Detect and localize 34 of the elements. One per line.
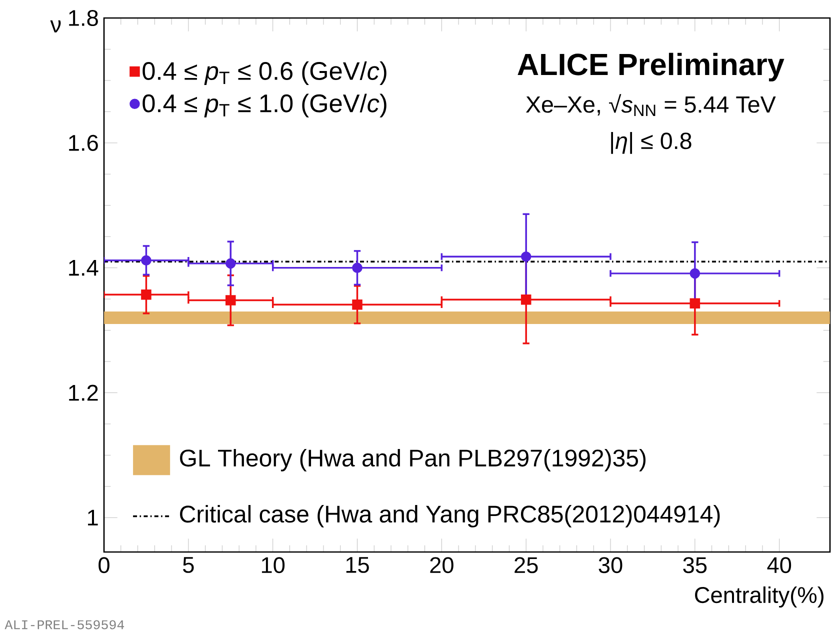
annotation: ALICE Preliminary	[518, 52, 784, 82]
point	[352, 300, 362, 310]
legend-label: GL Theory (Hwa and Pan PLB297(1992)35)	[180, 448, 646, 472]
point	[520, 251, 532, 262]
x-tick-label: 5	[183, 557, 194, 573]
point	[225, 258, 236, 269]
legend-label: 0.4 ≤ p$_{T}$ ≤ 0.6 (GeV/c)	[142, 61, 386, 85]
legend-label: 0.4 ≤ p$_{T}$ ≤ 1.0 (GeV/c)	[142, 94, 386, 118]
point	[141, 290, 152, 300]
x-tick-label: 10	[262, 557, 285, 574]
y-tick-label: 1.4	[69, 260, 98, 276]
y-tick-label: 1	[88, 510, 98, 526]
annotation: Xe–Xe, √s$_{NN}$ = 5.44 TeV	[526, 94, 776, 116]
annotation: |η| ≤ 0.8	[611, 132, 692, 154]
x-tick-label: 20	[430, 557, 454, 574]
x-tick-label: 35	[683, 557, 707, 574]
point	[520, 294, 532, 305]
x-tick-label: 40	[767, 557, 792, 574]
legend-label: Critical case (Hwa and Yang PRC85(2012)044914)	[180, 505, 720, 528]
point	[225, 295, 236, 306]
x-axis-title: Centrality(%)	[695, 586, 824, 608]
y-tick-label: 1.8	[69, 10, 98, 26]
point	[141, 255, 152, 266]
x-tick-label: 25	[514, 557, 538, 574]
x-tick-label: 15	[346, 557, 369, 573]
point	[690, 298, 700, 309]
text: ALI-PREL-559594	[4, 620, 124, 630]
x-tick-label: 30	[598, 557, 622, 574]
point	[352, 262, 362, 273]
y-axis-title: ν	[50, 20, 61, 32]
y-tick-label: 1.6	[69, 134, 98, 151]
x-tick-label: 0	[98, 557, 110, 574]
y-tick-label: 1.2	[69, 384, 98, 401]
point	[690, 268, 700, 279]
